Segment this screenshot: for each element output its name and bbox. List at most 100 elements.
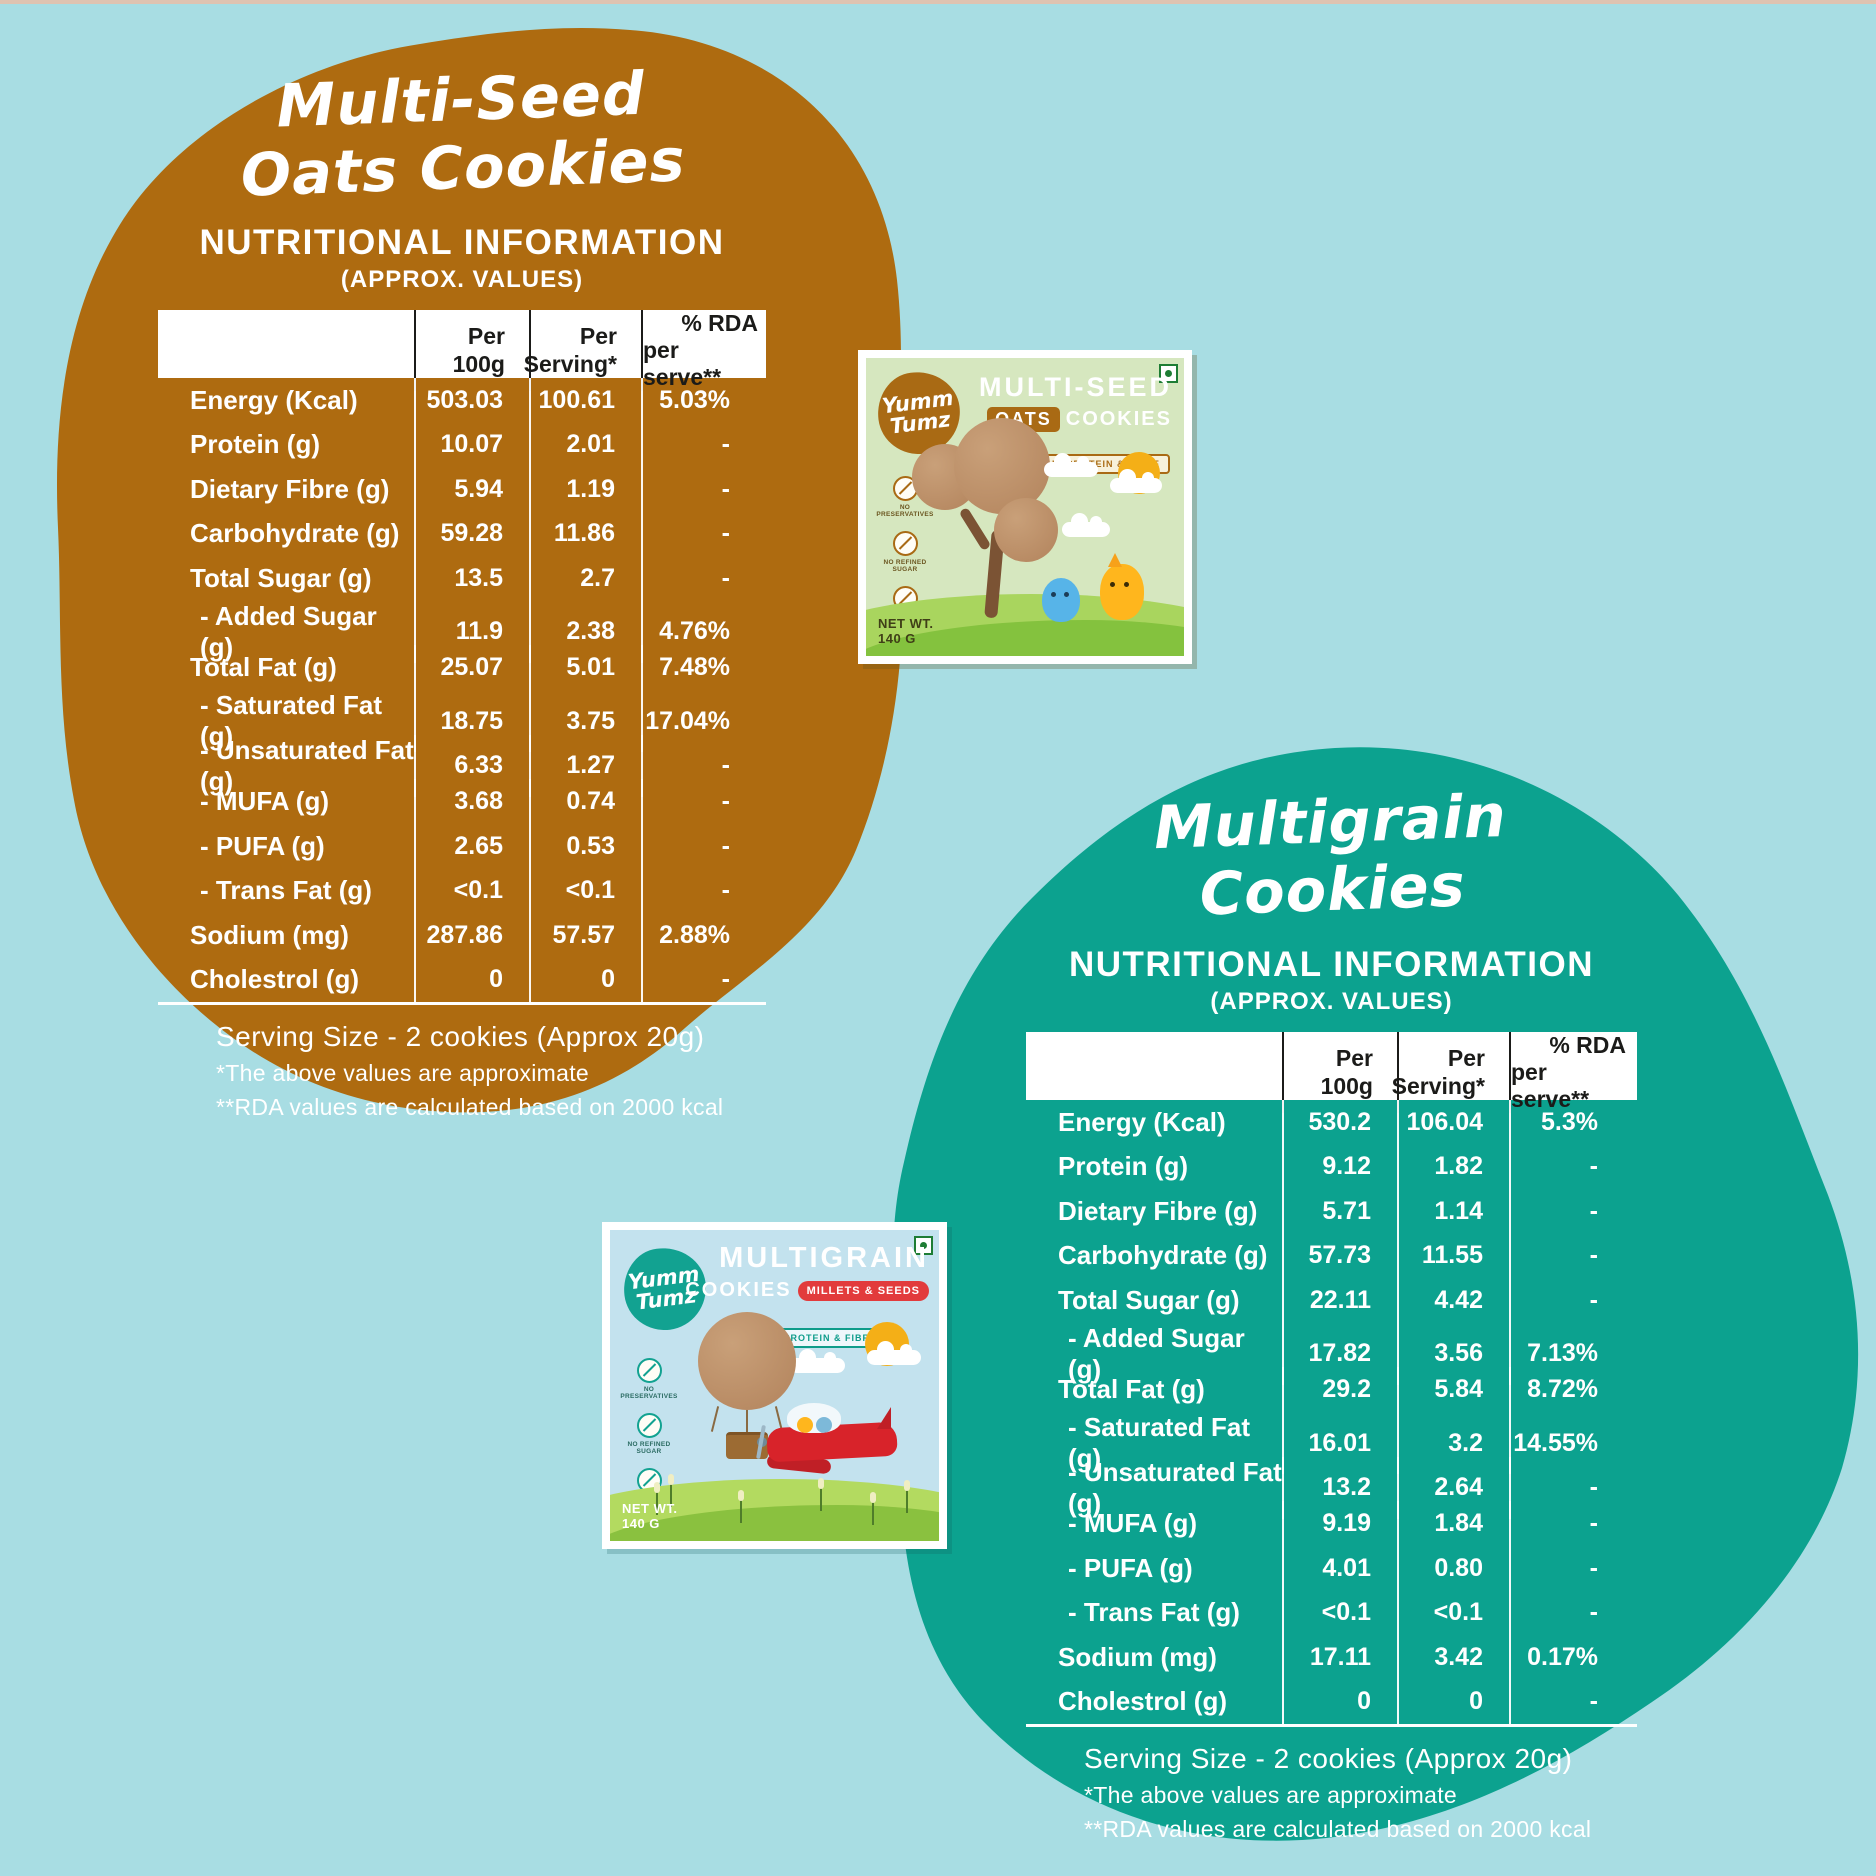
nutrient-label: Total Fat (g) (190, 652, 337, 683)
approximate-note: *The above values are approximate (216, 1060, 590, 1087)
nutrient-label: - Trans Fat (g) (200, 875, 372, 906)
serving-size-note: Serving Size - 2 cookies (Approx 20g) (1084, 1743, 1573, 1775)
table-row: - MUFA (g) 3.68 0.74- (158, 779, 766, 824)
value-rda: - (641, 511, 766, 557)
nutrient-label: Sodium (mg) (1058, 1641, 1217, 1672)
value-per-100g: 57.73 (1282, 1233, 1397, 1279)
value-rda: - (641, 868, 766, 913)
table-row: - Unsaturated Fat (g) 13.2 2.64- (1026, 1456, 1637, 1519)
nutrient-label: - PUFA (g) (200, 830, 325, 861)
value-per-100g: 17.82 (1282, 1322, 1397, 1385)
value-per-100g: 16.01 (1282, 1412, 1397, 1475)
value-per-serving: 1.14 (1397, 1189, 1509, 1234)
value-per-100g: 5.71 (1282, 1189, 1397, 1234)
value-rda: 4.76% (641, 600, 766, 663)
table-row: Energy (Kcal) 503.03 100.61 5.03% (158, 377, 766, 423)
blue-mascot (815, 1417, 832, 1433)
value-rda: - (1509, 1590, 1634, 1635)
cloud-icon (1110, 469, 1162, 493)
yellow-mascot (1100, 553, 1144, 620)
value-rda: - (1509, 1501, 1634, 1546)
table-row: Dietary Fibre (g) 5.71 1.14- (1026, 1189, 1637, 1234)
table-row: Carbohydrate (g) 57.73 11.55- (1026, 1233, 1637, 1279)
nutrient-label: - MUFA (g) (200, 786, 329, 817)
value-rda: - (1509, 1144, 1634, 1190)
value-per-100g: 25.07 (414, 645, 529, 691)
cloud-icon (1044, 453, 1098, 477)
cookie-balloon (698, 1312, 796, 1410)
value-per-100g: 5.94 (414, 467, 529, 512)
claim-item: NO REFINED SUGAR (874, 531, 936, 573)
table-row: Energy (Kcal) 530.2 106.04 5.3% (1026, 1099, 1637, 1145)
value-per-100g: 13.5 (414, 556, 529, 601)
wheat-icon (738, 1490, 744, 1523)
value-rda: 7.13% (1509, 1322, 1634, 1385)
net-weight-label: NET WT. 140 G (878, 616, 934, 646)
nutrient-label: Dietary Fibre (g) (190, 473, 390, 504)
nutrient-label: - Saturated Fat (g) (200, 690, 383, 752)
multi-seed-panel: Multi-Seed Oats Cookies NUTRITIONAL INFO… (158, 59, 766, 1121)
value-per-serving: 1.27 (529, 734, 641, 797)
table-row: - Added Sugar (g) 11.9 2.38 4.76% (158, 600, 766, 663)
table-footnotes: Serving Size - 2 cookies (Approx 20g) *T… (1084, 1743, 1637, 1843)
balloon-rope (746, 1410, 748, 1434)
table-row: Cholestrol (g) 0 0- (158, 957, 766, 1003)
nutrient-label: Protein (g) (190, 429, 320, 460)
panel-title: Multigrain Cookies (1024, 777, 1639, 935)
value-per-serving: 2.7 (529, 556, 641, 601)
table-bottom-rule (158, 1002, 766, 1006)
airplane-tail (877, 1407, 891, 1429)
table-row: - PUFA (g) 4.01 0.80- (1026, 1545, 1637, 1591)
value-rda: - (1509, 1278, 1634, 1323)
approx-values-subheading: (APPROX. VALUES) (1210, 987, 1453, 1015)
nutrient-label: Carbohydrate (g) (190, 518, 400, 549)
airplane-cockpit (787, 1403, 841, 1433)
yellow-mascot (796, 1417, 813, 1433)
table-header-row: Per 100g Per Serving* % RDA per serve** (1026, 1031, 1637, 1114)
value-per-serving: 2.01 (529, 422, 641, 468)
rda-note: **RDA values are calculated based on 200… (216, 1094, 724, 1121)
package-title: MULTI-SEED OATS COOKIES (979, 372, 1172, 432)
cookie-foliage (954, 418, 1050, 514)
multi-seed-blob-shape (56, 27, 903, 1113)
value-rda: 7.48% (641, 645, 766, 691)
table-row: Total Sugar (g) 13.5 2.7- (158, 556, 766, 601)
value-per-serving: 5.01 (529, 645, 641, 691)
nutrient-label: - Trans Fat (g) (1068, 1597, 1240, 1628)
header-rda: % RDA per serve** (641, 309, 766, 392)
nutrition-table: Per 100g Per Serving* % RDA per serve** … (1026, 1031, 1637, 1728)
table-row: - PUFA (g) 2.65 0.53- (158, 823, 766, 869)
value-per-serving: <0.1 (1397, 1590, 1509, 1635)
header-per-serving: Per Serving* (1392, 1031, 1509, 1114)
nutrient-label: - Unsaturated Fat (g) (1068, 1456, 1282, 1518)
no-preservatives-icon (636, 1358, 662, 1383)
nutrient-label: Dietary Fibre (g) (1058, 1195, 1258, 1226)
nutrient-label: - Added Sugar (g) (200, 600, 377, 662)
value-per-serving: 106.04 (1397, 1099, 1509, 1145)
wheat-icon (870, 1492, 876, 1525)
nutrient-label: Carbohydrate (g) (1058, 1240, 1268, 1271)
table-row: Total Fat (g) 29.2 5.84 8.72% (1026, 1367, 1637, 1413)
value-per-serving: 57.57 (529, 913, 641, 958)
table-row: - Trans Fat (g) <0.1 <0.1- (158, 868, 766, 913)
value-rda: - (1509, 1233, 1634, 1279)
table-row: - Added Sugar (g) 17.82 3.56 7.13% (1026, 1322, 1637, 1385)
package-title: MULTIGRAIN COOKIES MILLETS & SEEDS (685, 1242, 929, 1301)
table-row: Protein (g) 9.12 1.82- (1026, 1144, 1637, 1190)
value-per-serving: 1.19 (529, 467, 641, 512)
multi-seed-package-image: Yumm Tumz MULTI-SEED OATS COOKIES RICH I… (858, 350, 1192, 664)
cloud-icon (867, 1341, 921, 1365)
value-per-100g: <0.1 (414, 868, 529, 913)
value-rda: 2.88% (641, 913, 766, 958)
value-per-100g: 4.01 (1282, 1545, 1397, 1591)
value-rda: - (641, 556, 766, 601)
table-row: - Saturated Fat (g) 18.75 3.75 17.04% (158, 690, 766, 753)
nutrient-label: Total Fat (g) (1058, 1374, 1205, 1405)
table-row: Sodium (mg) 17.11 3.42 0.17% (1026, 1635, 1637, 1680)
no-refined-sugar-icon (892, 531, 918, 556)
value-rda: - (1509, 1189, 1634, 1234)
wheat-icon (668, 1474, 674, 1507)
approx-values-subheading: (APPROX. VALUES) (340, 265, 584, 293)
cloud-icon (1062, 513, 1110, 537)
header-rda: % RDA per serve** (1509, 1031, 1634, 1114)
